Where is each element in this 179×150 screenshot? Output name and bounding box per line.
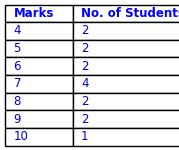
- Text: 2: 2: [81, 24, 89, 38]
- Bar: [73, 40, 179, 57]
- Bar: [73, 57, 179, 75]
- Bar: [73, 22, 179, 40]
- Text: 7: 7: [14, 77, 21, 90]
- Bar: [5, 4, 73, 22]
- Text: Marks: Marks: [14, 7, 54, 20]
- Bar: [73, 110, 179, 128]
- Text: 6: 6: [14, 60, 21, 73]
- Bar: [5, 110, 73, 128]
- Text: 4: 4: [81, 77, 89, 90]
- Text: 2: 2: [81, 112, 89, 126]
- Text: 2: 2: [81, 60, 89, 73]
- Bar: [73, 75, 179, 93]
- Bar: [5, 93, 73, 110]
- Bar: [5, 40, 73, 57]
- Bar: [5, 75, 73, 93]
- Bar: [73, 93, 179, 110]
- Text: 2: 2: [81, 42, 89, 55]
- Bar: [73, 128, 179, 146]
- Text: 9: 9: [14, 112, 21, 126]
- Text: 8: 8: [14, 95, 21, 108]
- Bar: [5, 57, 73, 75]
- Bar: [5, 22, 73, 40]
- Text: 5: 5: [14, 42, 21, 55]
- Text: No. of Students: No. of Students: [81, 7, 179, 20]
- Bar: [5, 128, 73, 146]
- Text: 2: 2: [81, 95, 89, 108]
- Text: 4: 4: [14, 24, 21, 38]
- Bar: [73, 4, 179, 22]
- Text: 1: 1: [81, 130, 89, 143]
- Text: 10: 10: [14, 130, 28, 143]
